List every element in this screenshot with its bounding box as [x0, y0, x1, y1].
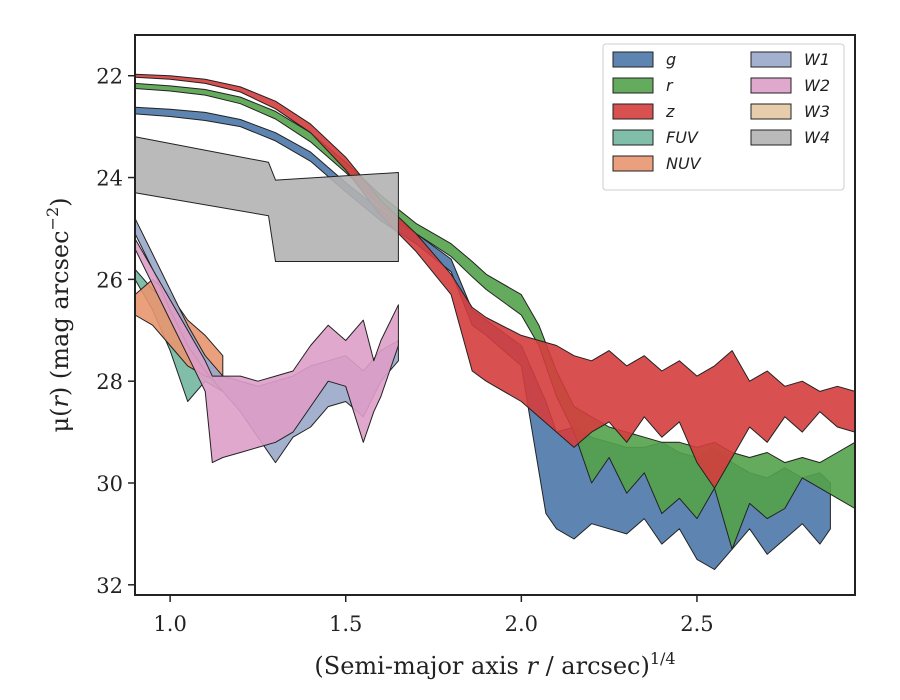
- legend-label-fuv: FUV: [666, 128, 699, 147]
- ticks-layer: 1.0 1.5 2.0 2.5 22 24 26 28 30 32: [96, 65, 713, 636]
- legend-label-g: g: [666, 50, 676, 69]
- y-tick-label: 28: [96, 370, 123, 394]
- x-tick-label: 1.0: [153, 612, 186, 636]
- y-tick-label: 30: [96, 472, 123, 496]
- legend-swatch-nuv: [612, 155, 654, 172]
- legend-label-z: z: [665, 102, 675, 121]
- legend-swatch-z: [612, 103, 654, 120]
- x-tick-label: 2.5: [680, 612, 713, 636]
- band-w2: [134, 238, 399, 464]
- x-tick-label: 1.5: [329, 612, 362, 636]
- legend-swatch-w1: [750, 51, 792, 68]
- y-tick-label: 32: [96, 574, 123, 598]
- band-w4: [134, 136, 399, 262]
- y-tick-label: 26: [96, 268, 123, 292]
- plot-frame: [134, 34, 856, 596]
- legend: grz FUV NUV W1 W2 W3 W4: [602, 43, 845, 191]
- legend-label-nuv: NUV: [666, 154, 702, 173]
- x-tick-label: 2.0: [505, 612, 538, 636]
- legend-swatch-g: [612, 51, 654, 68]
- legend-swatch-r: [612, 77, 654, 94]
- legend-label-w4: W4: [804, 128, 830, 147]
- legend-swatch-w2: [750, 77, 792, 94]
- x-axis-label: (Semi-major axis r / arcsec)1/4: [314, 649, 675, 680]
- y-tick-label: 24: [96, 167, 123, 191]
- legend-items: grz FUV NUV W1 W2 W3 W4: [612, 50, 830, 173]
- legend-label-w3: W3: [804, 102, 830, 121]
- legend-swatch-w3: [750, 103, 792, 120]
- y-axis-label: μ(r) (mag arcsec−2): [43, 197, 74, 432]
- legend-swatch-fuv: [612, 129, 654, 146]
- series-layer: [134, 73, 856, 570]
- legend-label-w2: W2: [804, 76, 830, 95]
- legend-label-w1: W1: [804, 50, 830, 69]
- y-tick-label: 22: [96, 65, 123, 89]
- legend-swatch-w4: [750, 129, 792, 146]
- legend-label-r: r: [666, 76, 674, 95]
